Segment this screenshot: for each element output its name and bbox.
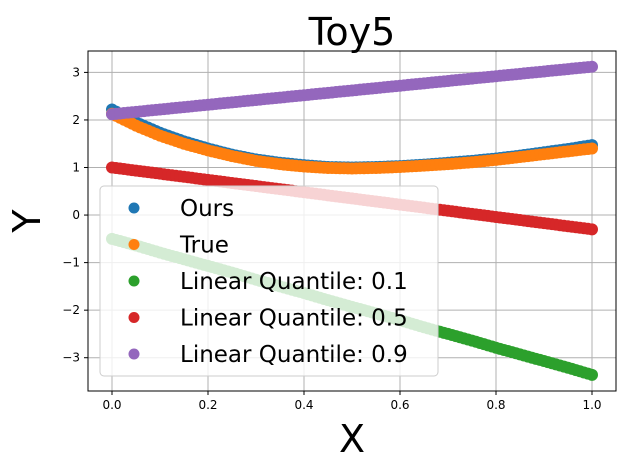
scatter-point: [586, 142, 598, 155]
legend: Ours True Linear Quantile: 0.1 Linear Quant…: [99, 185, 439, 377]
x-axis: 0.0 0.2 0.4 0.6 0.8 1.0: [102, 391, 602, 412]
series-5: [106, 60, 598, 121]
y-tick-label: 3: [72, 65, 80, 79]
legend-label: Linear Quantile: 0.1: [180, 269, 408, 295]
series-2: [106, 107, 598, 175]
x-tick-label: 0.0: [102, 398, 121, 412]
legend-label: True: [179, 233, 229, 259]
x-axis-label: X: [339, 417, 365, 461]
legend-marker: [128, 239, 140, 250]
legend-marker: [128, 348, 140, 360]
y-axis-label: Y: [5, 209, 49, 234]
scatter-point: [586, 368, 598, 381]
chart-title: Toy5: [308, 10, 396, 54]
y-tick-label: 2: [72, 113, 80, 127]
y-tick-label: −2: [62, 303, 80, 317]
legend-label: Linear Quantile: 0.9: [180, 342, 408, 368]
scatter-point: [586, 223, 598, 236]
legend-marker: [128, 275, 140, 287]
y-axis: −3 −2 −1 0 1 2 3: [62, 65, 88, 365]
x-tick-label: 0.6: [390, 398, 409, 412]
legend-marker: [128, 202, 140, 214]
legend-items: Ours True Linear Quantile: 0.1 Linear Quant…: [128, 196, 408, 368]
x-tick-label: 0.8: [486, 398, 505, 412]
x-tick-label: 0.4: [294, 398, 313, 412]
y-tick-label: −3: [62, 351, 80, 365]
legend-label: Ours: [180, 196, 234, 222]
y-tick-label: 0: [72, 208, 80, 222]
x-tick-label: 0.2: [198, 398, 217, 412]
scatter-point: [586, 60, 598, 73]
y-tick-label: −1: [62, 256, 80, 270]
legend-marker: [128, 312, 140, 323]
legend-box: [99, 185, 439, 377]
x-tick-label: 1.0: [582, 398, 601, 412]
y-tick-label: 1: [72, 161, 80, 175]
plot-frame: [87, 50, 617, 392]
legend-label: Linear Quantile: 0.5: [180, 306, 408, 332]
